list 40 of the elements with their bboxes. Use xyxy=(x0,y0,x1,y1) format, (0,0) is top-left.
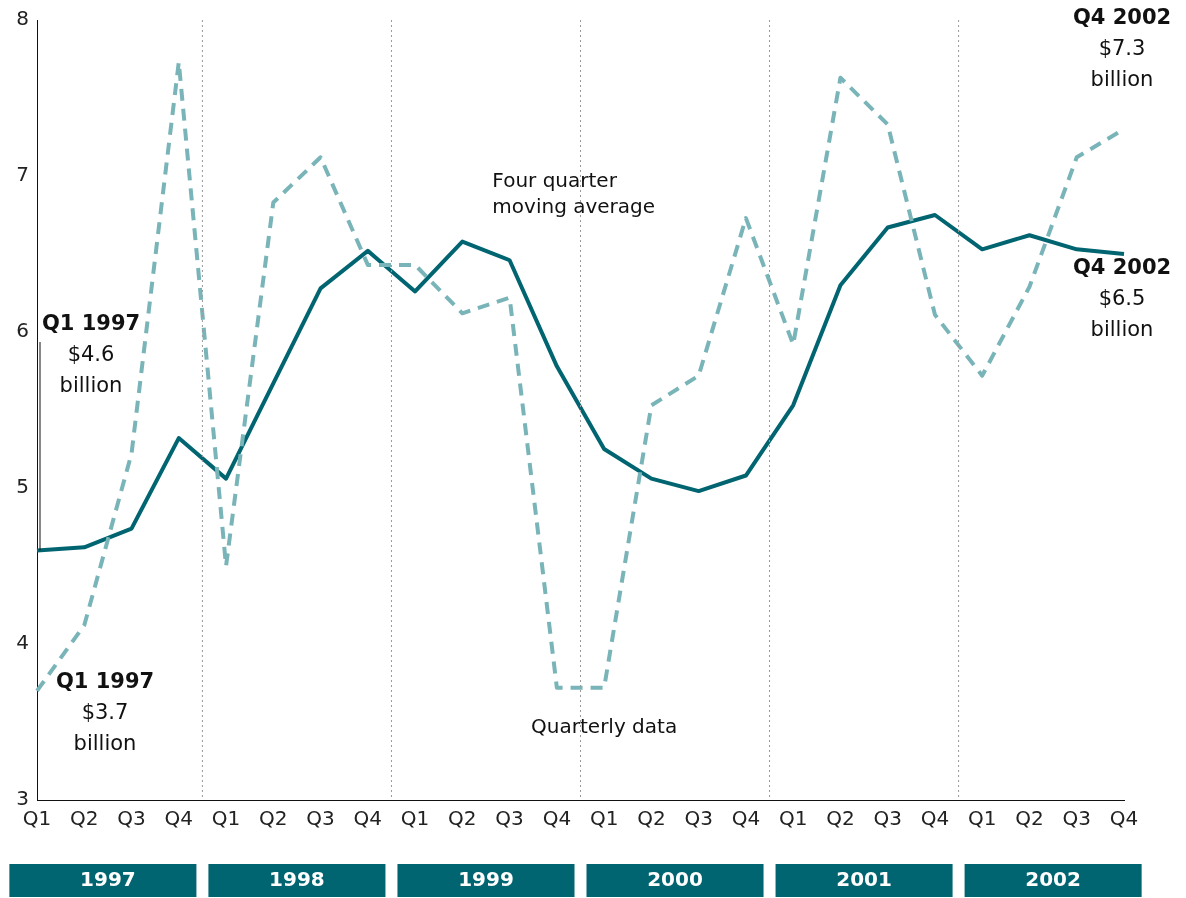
x-tick-label: Q3 xyxy=(873,806,902,831)
x-tick-label: Q1 xyxy=(589,806,619,831)
annotation: Q4 2002 $7.3 billion xyxy=(1072,4,1172,91)
x-tick-label: Q1 xyxy=(400,806,430,831)
y-tick-label: 8 xyxy=(16,6,29,31)
y-tick-label: 4 xyxy=(16,630,29,655)
text: 2000 xyxy=(647,867,703,892)
text: 1998 xyxy=(269,867,325,892)
x-tick-label: Q2 xyxy=(1015,806,1044,831)
annotation: Q1 1997 $3.7 billion xyxy=(55,668,155,755)
y-tick-label: 7 xyxy=(16,162,29,187)
annotation: Q4 2002 $6.5 billion xyxy=(1072,254,1172,341)
x-tick-label: Q2 xyxy=(826,806,855,831)
x-tick-label: Q1 xyxy=(967,806,997,831)
text: 2002 xyxy=(1025,867,1081,892)
x-tick-label: Q4 xyxy=(164,806,194,831)
x-tick-label: Q2 xyxy=(70,806,99,831)
x-tick-label: Q4 xyxy=(731,806,761,831)
x-tick-label: Q3 xyxy=(495,806,524,831)
y-tick-label: 6 xyxy=(16,318,29,343)
text: 1997 xyxy=(80,867,136,892)
text: 2001 xyxy=(836,867,892,892)
x-tick-label: Q3 xyxy=(306,806,335,831)
x-tick-label: Q3 xyxy=(1062,806,1091,831)
x-tick-label: Q4 xyxy=(353,806,383,831)
x-tick-label: Q3 xyxy=(117,806,146,831)
y-tick-label: 5 xyxy=(16,474,29,499)
x-tick-label: Q2 xyxy=(448,806,477,831)
series-label: Quarterly data xyxy=(531,713,678,738)
x-tick-label: Q4 xyxy=(920,806,950,831)
x-tick-label: Q4 xyxy=(542,806,572,831)
text: 1999 xyxy=(458,867,514,892)
x-tick-label: Q4 xyxy=(1109,806,1139,831)
x-tick-label: Q2 xyxy=(637,806,666,831)
x-tick-label: Q3 xyxy=(684,806,713,831)
x-tick-label: Q1 xyxy=(211,806,241,831)
series-label: Four quarter moving average xyxy=(492,167,656,218)
x-tick-label: Q1 xyxy=(778,806,808,831)
x-tick-label: Q2 xyxy=(259,806,288,831)
annotation: Q1 1997 $4.6 billion xyxy=(41,310,141,397)
